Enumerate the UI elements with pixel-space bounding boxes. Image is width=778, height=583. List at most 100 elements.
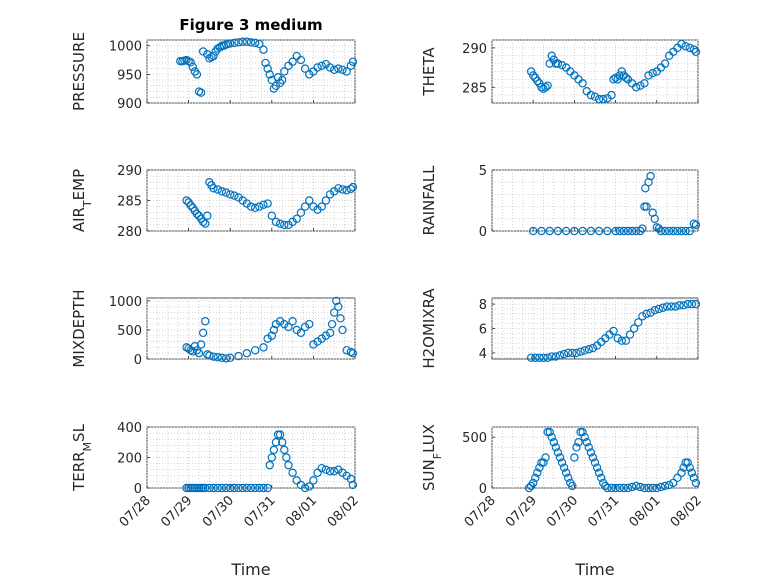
data-point: [300, 322, 310, 332]
data-point: [658, 303, 668, 312]
data-point: [336, 314, 345, 323]
data-point: [607, 483, 616, 493]
data-point: [650, 306, 659, 315]
data-point: [242, 37, 252, 46]
data-point: [541, 453, 550, 462]
terr-msl-subplot: 0 200 400 07/28 07/29 07/30 07/31 08/01 08/02 TER…: [70, 421, 362, 530]
y-tick-label: 1000: [109, 295, 142, 310]
data-point: [673, 226, 682, 236]
data-point: [592, 463, 602, 472]
data-point: [330, 65, 339, 74]
data-point: [619, 483, 629, 493]
data-point: [225, 190, 235, 199]
data-point: [338, 65, 347, 74]
data-point: [607, 90, 616, 100]
x-axis-label-left: Time: [230, 560, 270, 579]
data-point: [660, 226, 670, 236]
data-point: [619, 226, 629, 236]
data-point: [580, 346, 589, 355]
data-point: [338, 185, 347, 194]
data-point: [669, 478, 678, 488]
data-point: [305, 319, 314, 329]
data-point: [572, 348, 581, 358]
data-point: [691, 220, 701, 230]
data-point: [348, 348, 358, 358]
y-tick-label: 500: [117, 324, 142, 339]
theta-subplot: 285 290 THETA: [420, 39, 701, 104]
data-point: [596, 473, 606, 483]
data-point: [267, 453, 276, 462]
data-point: [250, 203, 260, 213]
data-point: [348, 182, 358, 192]
data-point: [325, 467, 335, 476]
data-point: [234, 483, 243, 493]
data-point: [535, 463, 544, 472]
data-point: [186, 58, 195, 67]
data-point: [664, 226, 674, 236]
data-point: [689, 473, 699, 483]
data-point: [578, 427, 587, 437]
data-point: [535, 79, 544, 88]
data-point: [594, 226, 604, 236]
data-point: [636, 482, 645, 492]
data-point: [644, 483, 653, 493]
data-point: [300, 202, 310, 211]
data-point: [679, 301, 688, 310]
x-tick-label: 07/28: [117, 493, 154, 530]
data-point: [683, 458, 692, 467]
data-point: [296, 208, 306, 217]
data-point: [203, 211, 212, 220]
data-point: [627, 482, 637, 492]
data-point: [625, 330, 635, 339]
data-point: [582, 438, 591, 447]
data-point: [559, 463, 569, 472]
data-point: [317, 61, 326, 70]
data-point: [537, 226, 546, 236]
x-tick-label: 08/01: [283, 493, 320, 530]
y-tick-label: 0: [134, 353, 142, 368]
y-axis-label: THETA: [420, 47, 438, 97]
data-point: [317, 202, 326, 211]
y-tick-label: 285: [117, 195, 142, 210]
data-point: [549, 438, 559, 447]
data-point: [576, 347, 585, 356]
x-tick-label: 07/29: [503, 493, 540, 530]
data-point: [539, 458, 548, 467]
data-point: [677, 39, 686, 49]
data-point: [568, 481, 577, 491]
data-point: [265, 460, 274, 470]
data-point: [225, 483, 235, 493]
data-point: [568, 348, 577, 358]
data-point: [564, 348, 573, 358]
data-point: [332, 296, 341, 306]
data-point: [545, 427, 554, 437]
data-point: [553, 226, 563, 236]
y-tick-label: 290: [117, 164, 142, 179]
data-point: [687, 468, 697, 477]
y-tick-label: 280: [117, 225, 142, 240]
x-tick-label: 08/02: [325, 493, 362, 530]
data-point: [584, 443, 594, 452]
data-point: [642, 309, 651, 319]
data-point: [205, 351, 214, 360]
data-point: [292, 214, 301, 223]
data-point: [213, 483, 222, 493]
data-point: [613, 75, 622, 84]
data-point: [561, 468, 571, 477]
data-point: [533, 76, 542, 86]
data-point: [205, 483, 214, 493]
data-point: [584, 345, 594, 354]
air-temp-subplot: 280 285 290 AIRTEMP: [70, 164, 358, 240]
data-point: [689, 219, 699, 228]
x-tick-label: 08/02: [668, 493, 705, 530]
data-point: [656, 482, 666, 492]
data-point: [652, 483, 662, 493]
figure-title: Figure 3 medium: [179, 16, 322, 34]
data-point: [632, 481, 641, 491]
data-point: [196, 340, 206, 349]
y-tick-label: 0: [479, 482, 487, 497]
data-point: [543, 81, 552, 90]
data-point: [230, 191, 239, 200]
data-point: [217, 353, 227, 363]
data-point: [305, 196, 314, 205]
